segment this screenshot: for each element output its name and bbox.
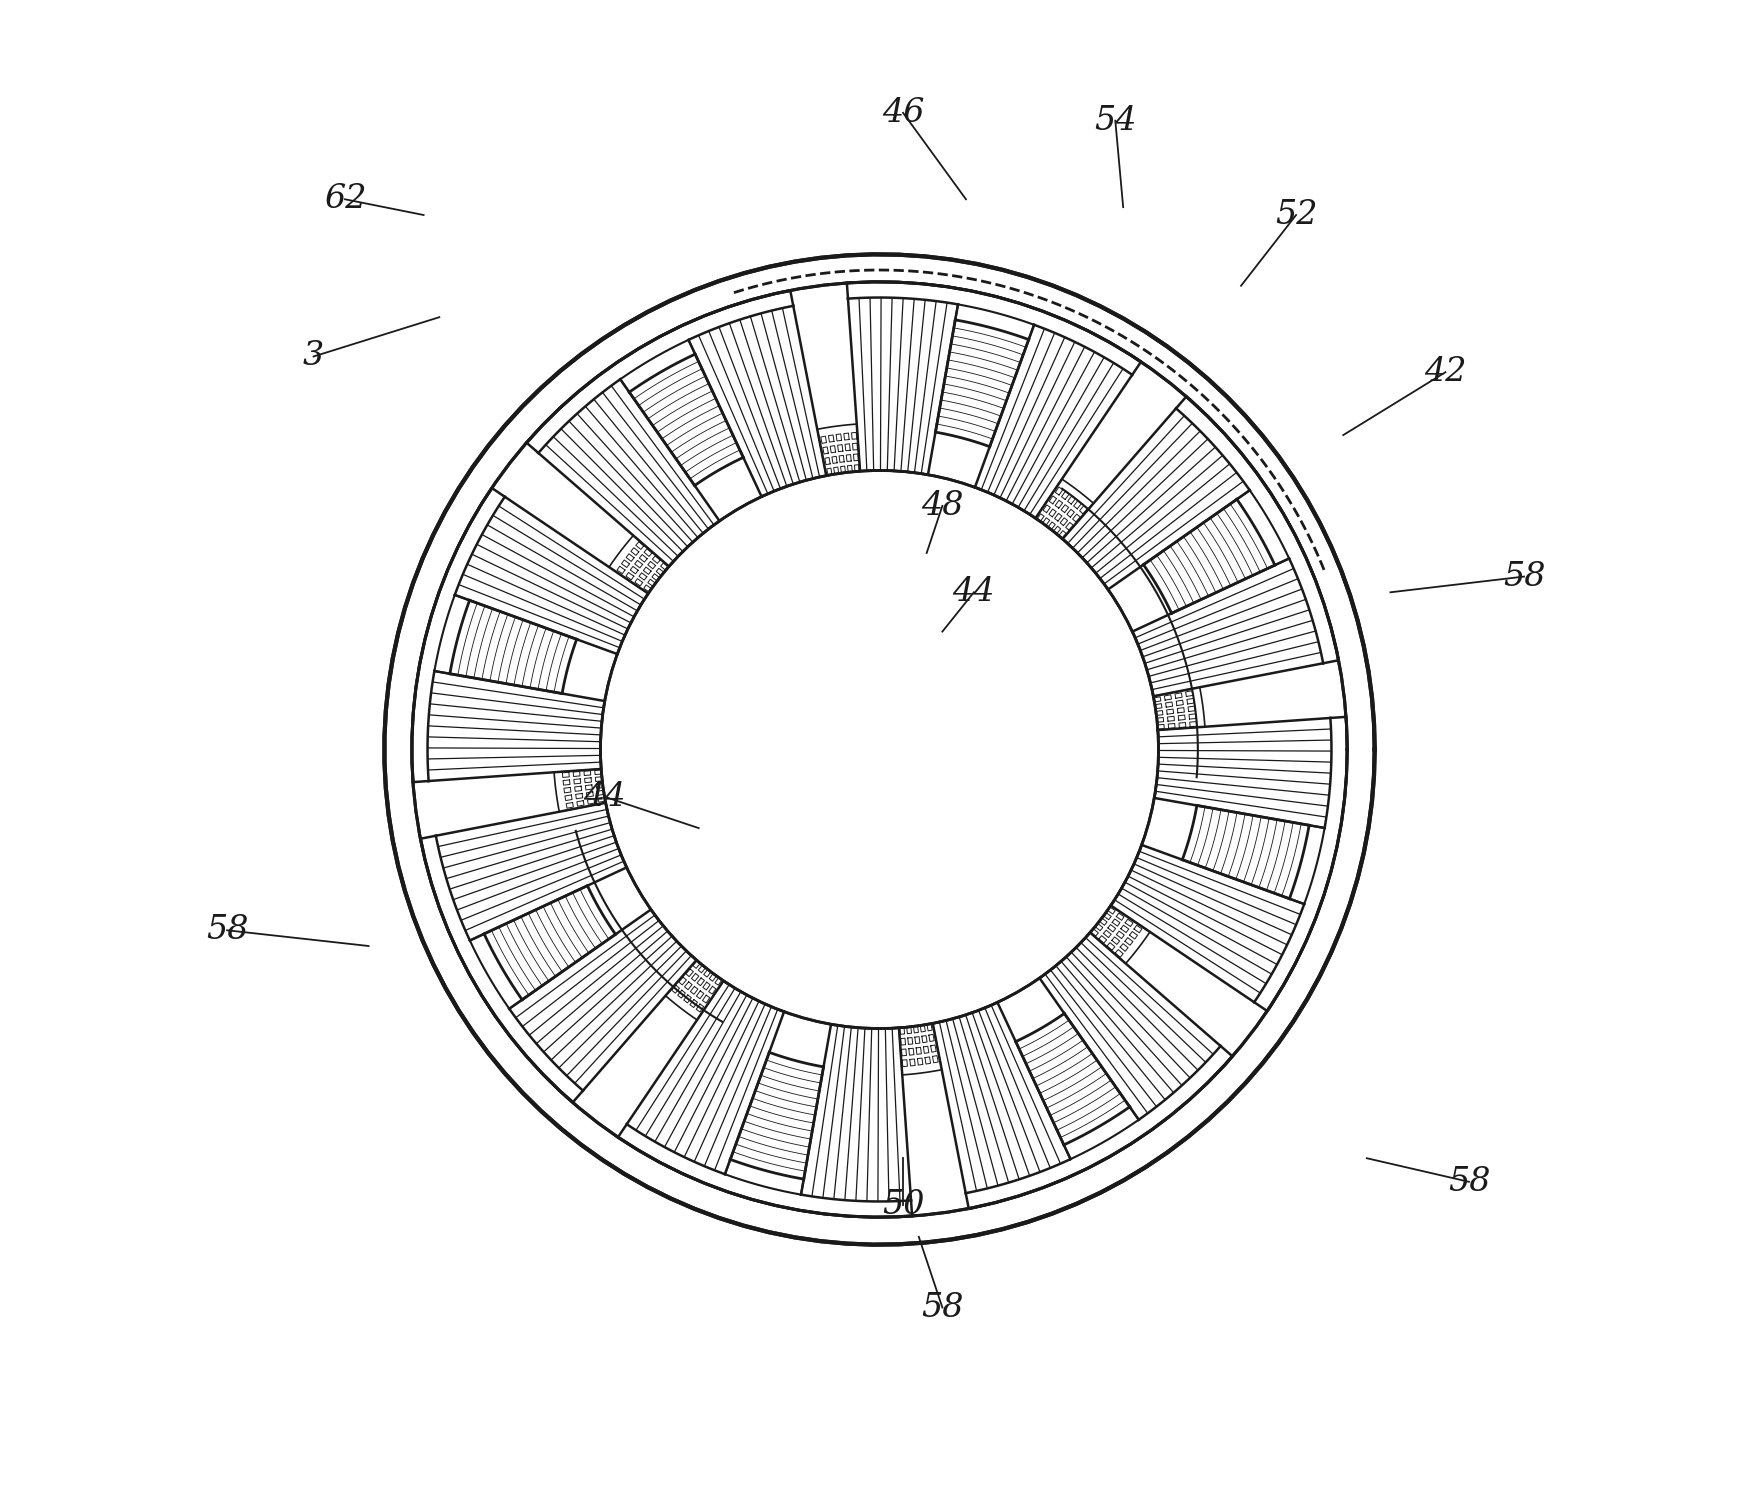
Text: 46: 46 bbox=[881, 97, 923, 129]
Text: 58: 58 bbox=[1502, 561, 1546, 592]
Text: 48: 48 bbox=[922, 490, 964, 522]
Text: 58: 58 bbox=[922, 1292, 964, 1324]
Text: 3: 3 bbox=[303, 340, 324, 372]
Text: 50: 50 bbox=[881, 1189, 923, 1222]
Text: 54: 54 bbox=[1094, 105, 1136, 136]
Text: 52: 52 bbox=[1275, 199, 1317, 231]
Text: 62: 62 bbox=[324, 183, 366, 216]
Text: 58: 58 bbox=[1448, 1166, 1490, 1198]
Text: 58: 58 bbox=[206, 914, 248, 946]
Text: 44: 44 bbox=[584, 781, 626, 812]
Text: 42: 42 bbox=[1425, 357, 1467, 388]
Text: 44: 44 bbox=[953, 576, 996, 609]
